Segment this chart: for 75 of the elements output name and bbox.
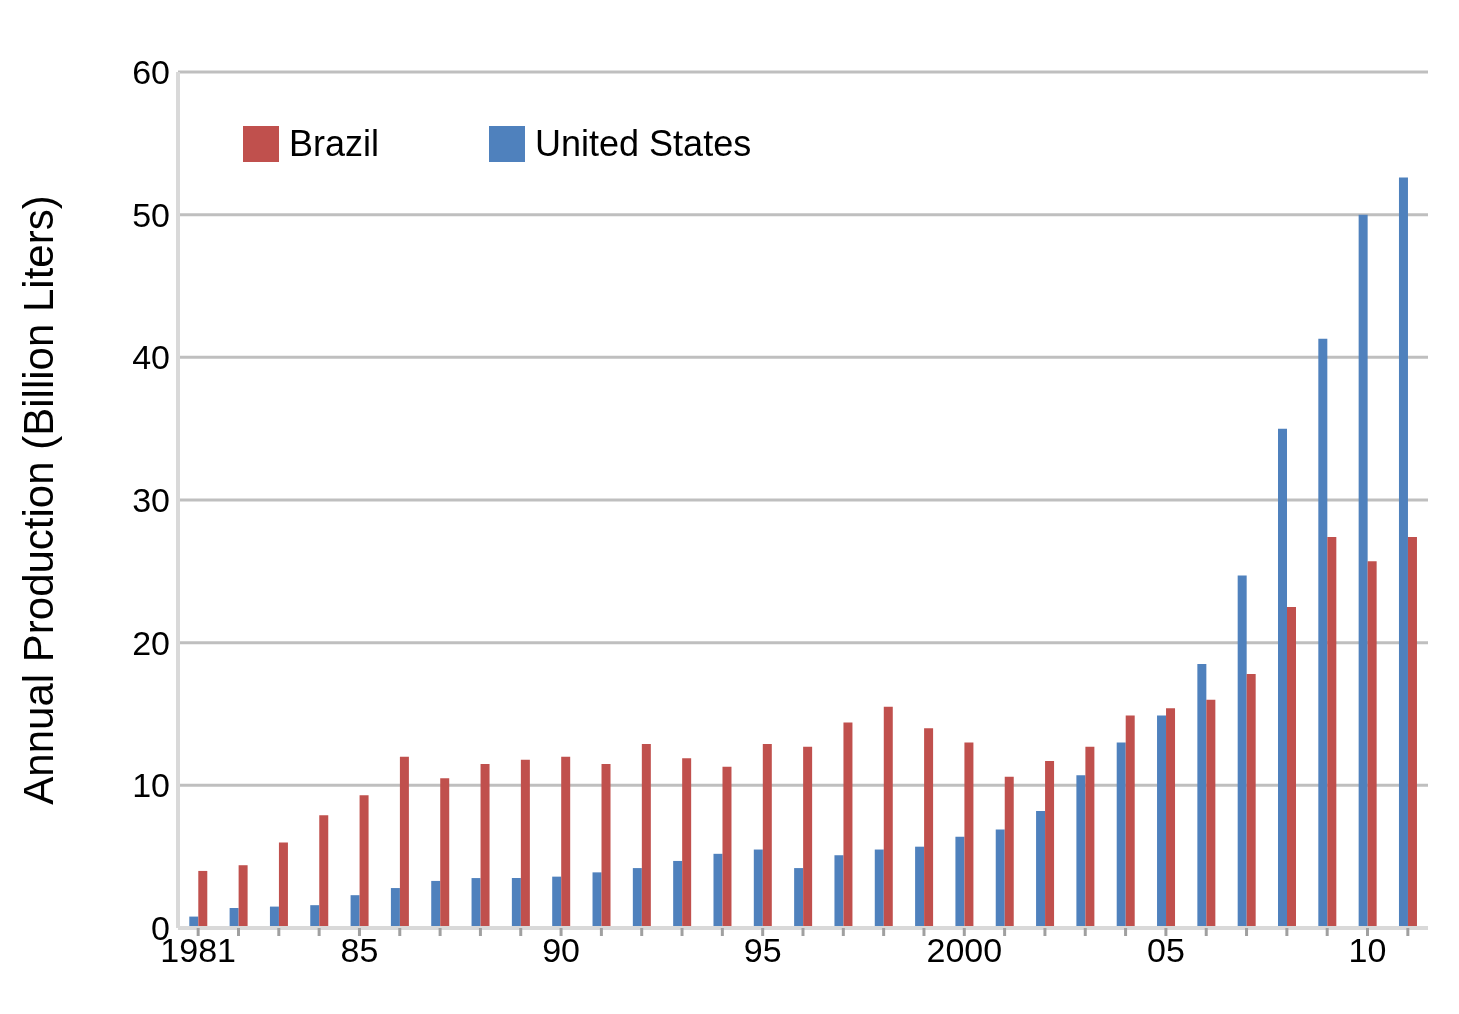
- x-tick-label: 10: [1348, 931, 1387, 970]
- bar: [632, 868, 642, 928]
- bar: [1278, 428, 1287, 928]
- bar: [713, 853, 723, 928]
- x-tick-label: 2000: [926, 931, 1003, 970]
- bar: [1327, 537, 1337, 928]
- bar: [592, 872, 602, 928]
- bar: [471, 878, 481, 928]
- x-tick-label: 90: [542, 931, 580, 970]
- y-tick-label: 10: [132, 766, 170, 805]
- bar: [1318, 338, 1328, 928]
- bar: [794, 868, 804, 928]
- bar: [1398, 177, 1408, 928]
- bar: [915, 846, 925, 928]
- y-tick-label: 50: [132, 195, 170, 234]
- bar: [803, 746, 813, 928]
- bar: [552, 876, 562, 928]
- bar: [238, 865, 248, 928]
- bar: [1367, 561, 1377, 928]
- x-tick-label: 05: [1146, 931, 1185, 970]
- bar: [1287, 607, 1296, 928]
- bar: [1125, 715, 1135, 928]
- bar: [1358, 214, 1368, 928]
- y-tick-label: 20: [132, 623, 170, 662]
- y-axis-title: Annual Production (Billion Liters): [14, 195, 62, 805]
- bar: [520, 759, 530, 928]
- bar: [874, 849, 884, 928]
- bar: [955, 836, 965, 928]
- bar: [511, 878, 521, 928]
- bar: [1166, 708, 1176, 928]
- bar: [1246, 674, 1256, 928]
- bar: [883, 706, 893, 928]
- bar: [601, 763, 611, 928]
- bar: [753, 849, 763, 928]
- bar: [1036, 811, 1046, 928]
- bar: [673, 860, 683, 928]
- bar: [561, 756, 571, 928]
- legend-label: United States: [535, 123, 752, 165]
- bar: [641, 743, 651, 928]
- bar: [964, 742, 974, 928]
- bar: [440, 778, 450, 928]
- bar: [350, 895, 360, 928]
- y-tick-label: 60: [132, 53, 170, 92]
- bar: [359, 795, 369, 928]
- bar: [229, 908, 239, 928]
- bar: [480, 763, 490, 928]
- bar: [1197, 664, 1207, 928]
- bar: [1237, 575, 1247, 928]
- bar: [1045, 761, 1055, 928]
- bar: [924, 728, 934, 928]
- bar: [1116, 742, 1126, 928]
- bar: [1085, 746, 1095, 928]
- bar: [1004, 776, 1014, 928]
- bar: [310, 905, 320, 928]
- y-tick-label: 30: [132, 481, 170, 520]
- bar: [1407, 537, 1417, 928]
- bar: [1206, 699, 1216, 928]
- bar: [682, 758, 692, 928]
- bar: [1076, 775, 1086, 928]
- bar: [762, 743, 772, 928]
- bar: [390, 888, 400, 928]
- y-tick-label: 40: [132, 338, 170, 377]
- bar: [843, 722, 853, 928]
- bar: [1157, 715, 1167, 928]
- bar: [278, 842, 288, 928]
- bar: [319, 815, 329, 928]
- bar: [198, 870, 208, 928]
- bar: [722, 766, 732, 928]
- bar: [995, 829, 1005, 928]
- x-tick-label: 95: [743, 931, 782, 970]
- legend-label: Brazil: [289, 123, 380, 165]
- bar: [834, 855, 844, 928]
- bar: [431, 880, 441, 928]
- x-tick-label: 85: [340, 931, 379, 970]
- bar: [399, 756, 409, 928]
